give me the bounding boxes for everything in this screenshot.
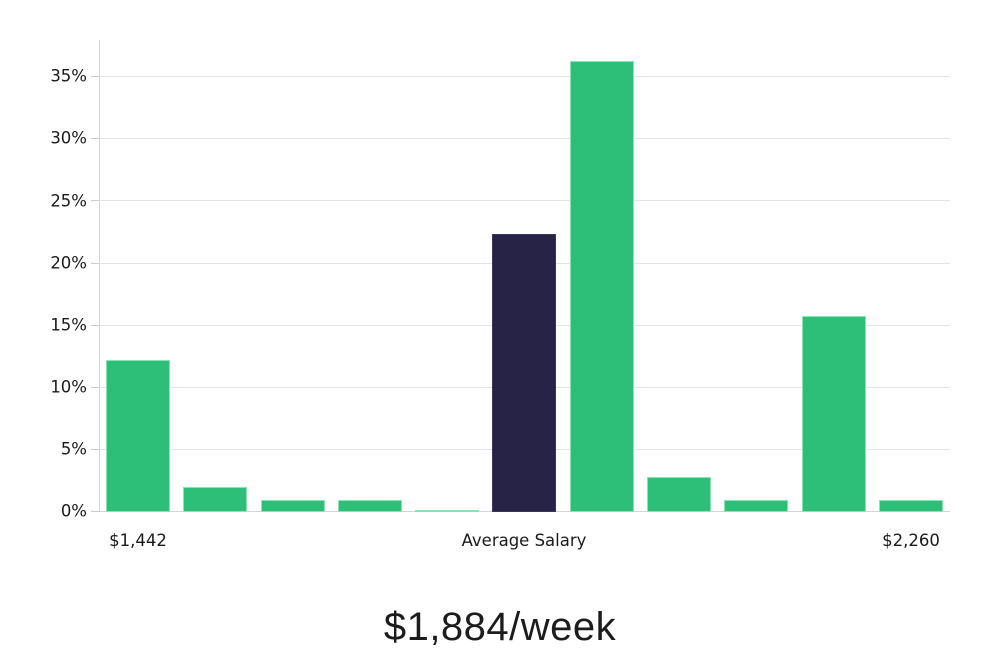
chart-subtitle: $1,884/week	[383, 605, 617, 649]
y-tick-label: 0%	[60, 501, 87, 521]
bar	[801, 315, 866, 512]
y-tick-label: 5%	[60, 439, 87, 459]
y-tick-label: 30%	[50, 128, 87, 148]
bar	[647, 477, 712, 512]
gridline	[99, 138, 950, 140]
y-tick-label: 20%	[50, 253, 87, 273]
y-tick-mark	[91, 262, 99, 264]
bar	[260, 499, 325, 512]
x-tick-label: $2,260	[882, 531, 940, 550]
bar	[106, 360, 170, 512]
gridline	[99, 76, 950, 78]
bar	[878, 499, 943, 512]
bar	[337, 499, 402, 512]
y-tick-mark	[91, 138, 99, 140]
x-tick-label: Average Salary	[461, 531, 587, 550]
y-tick-label: 15%	[50, 315, 87, 335]
bar	[183, 487, 248, 512]
y-tick-label: 10%	[50, 377, 87, 397]
bars-row	[99, 40, 950, 512]
x-axis-labels: $1,442 Average Salary $2,260	[99, 531, 950, 555]
y-tick-mark	[91, 386, 99, 388]
y-tick-mark	[91, 511, 99, 512]
y-axis: 0% 5% 10% 15% 20% 25% 30% 35%	[0, 40, 99, 520]
bar	[724, 499, 789, 512]
x-tick-label: $1,442	[109, 531, 167, 550]
highlight-bar	[492, 233, 557, 512]
gridline	[99, 200, 950, 202]
y-tick-label: 25%	[50, 191, 87, 210]
bar	[415, 510, 480, 512]
y-tick-mark	[91, 324, 99, 326]
plot-area	[99, 40, 950, 512]
bar	[569, 61, 634, 512]
y-tick-mark	[91, 448, 99, 450]
y-tick-label: 35%	[50, 66, 87, 86]
y-tick-mark	[91, 76, 99, 78]
y-tick-mark	[91, 200, 99, 202]
y-axis-line	[99, 40, 100, 512]
